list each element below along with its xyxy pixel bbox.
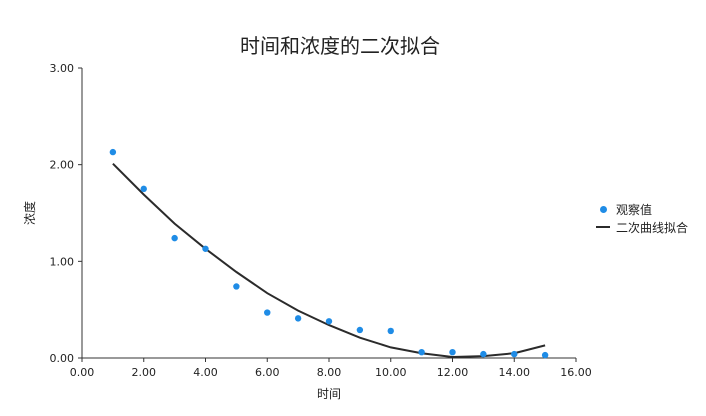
x-tick-label: 4.00 — [193, 366, 218, 379]
x-tick-label: 6.00 — [255, 366, 280, 379]
legend-item-observed: 观察值 — [596, 200, 688, 218]
legend: 观察值 二次曲线拟合 — [596, 200, 688, 236]
x-tick-label: 0.00 — [70, 366, 95, 379]
data-point — [356, 326, 364, 334]
data-point — [541, 351, 549, 359]
data-point — [325, 318, 333, 325]
data-point — [202, 245, 209, 252]
data-point — [294, 315, 302, 322]
x-tick-label: 2.00 — [132, 366, 157, 379]
x-tick-label: 16.00 — [560, 366, 592, 379]
x-tick-label: 14.00 — [499, 366, 531, 379]
data-point — [480, 350, 487, 358]
x-tick-label: 12.00 — [437, 366, 469, 379]
x-tick-label: 8.00 — [317, 366, 342, 379]
data-point — [387, 327, 394, 335]
data-point — [264, 309, 271, 316]
legend-label-observed: 观察值 — [616, 202, 653, 217]
data-point — [109, 148, 117, 156]
chart-title: 时间和浓度的二次拟合 — [240, 34, 440, 58]
legend-label-fit: 二次曲线拟合 — [616, 220, 689, 235]
y-tick-label: 2.00 — [50, 159, 75, 172]
y-tick-label: 0.00 — [50, 352, 75, 365]
data-point — [418, 349, 425, 356]
y-tick-label: 3.00 — [50, 62, 75, 75]
fit-curve — [112, 162, 546, 359]
data-point — [140, 185, 147, 193]
legend-line-icon — [596, 226, 610, 228]
x-axis-label: 时间 — [317, 387, 341, 401]
y-axis-label: 浓度 — [22, 201, 37, 225]
data-point — [511, 350, 518, 358]
scatter-points — [109, 148, 549, 359]
y-tick-label: 1.00 — [50, 255, 75, 268]
axes: 0.00 2.00 4.00 6.00 8.00 10.00 12.00 14.00 16.00… — [50, 62, 592, 379]
data-point — [171, 234, 178, 242]
legend-item-fit: 二次曲线拟合 — [596, 218, 688, 236]
x-tick-label: 10.00 — [375, 366, 407, 379]
legend-dot-icon — [596, 205, 610, 213]
data-point — [449, 349, 456, 356]
fit-curve-line — [112, 162, 546, 359]
data-point — [233, 283, 240, 290]
